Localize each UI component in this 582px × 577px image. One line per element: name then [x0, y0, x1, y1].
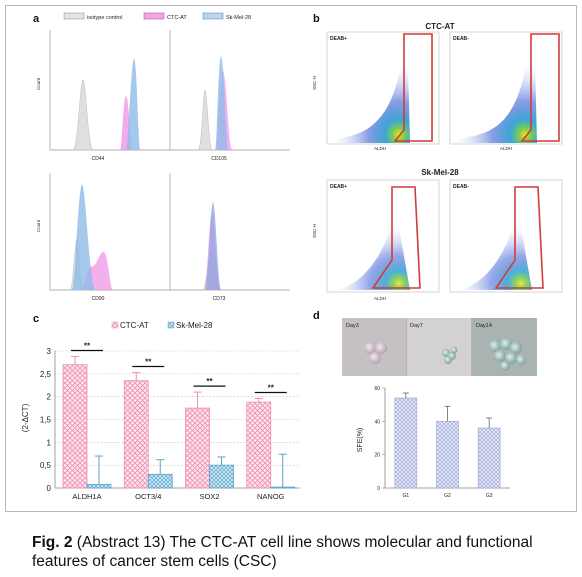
xlabel-aldh-3: ALDH [374, 296, 386, 301]
scatter-skmel-deab-plus: DEAB+ ALDH SSC-H [312, 179, 440, 301]
bar-d [394, 397, 418, 489]
legend-label-c-skmel: Sk-Mel-28 [176, 321, 213, 330]
xtick-c: SOX2 [199, 492, 219, 501]
panel-d-sphere-assay: Day3 Day7 Day14 SFE(%) 0 20 40 60 G1 G2 G3 [342, 318, 537, 499]
histogram-cd44-ylabel: Count [36, 77, 41, 90]
bar-c-ctc [246, 401, 272, 489]
gate-label-deab-plus-1: DEAB+ [330, 36, 347, 42]
legend-swatch-c-ctc [111, 321, 119, 329]
panel-d-bars: G1 G2 G3 [394, 392, 501, 499]
xtick-c: ALDH1A [72, 492, 101, 501]
ytick-d: 60 [374, 386, 380, 392]
ytick-d: 0 [377, 486, 380, 492]
legend-swatch-c-skmel [167, 321, 175, 329]
histogram-cd105-label: CD105 [211, 156, 227, 162]
day14-cells [489, 338, 526, 371]
bar-d [477, 427, 501, 489]
panel-d-ylabel: SFE(%) [357, 428, 364, 453]
significance-mark: ** [145, 357, 152, 366]
scatter-ctc-deab-plus: DEAB+ ALDH SSC-H [312, 31, 440, 151]
significance-mark: ** [268, 383, 275, 392]
bar-c-skmel [209, 464, 234, 489]
histogram-cd90-ylabel: Count [36, 219, 41, 232]
panel-c-ylabel: (2-ΔCT) [21, 403, 30, 432]
bar-c-ctc [185, 407, 210, 489]
legend-swatch-isotype [63, 12, 85, 20]
histogram-cd90: Count CD90 [36, 173, 170, 302]
significance-mark: ** [84, 341, 91, 350]
bar-c-ctc [123, 380, 149, 489]
histogram-cd73: CD73 [169, 173, 290, 302]
histogram-cd44-label: CD44 [92, 156, 105, 162]
gate-label-deab-minus-1: DEAB- [453, 36, 469, 42]
day7-label: Day7 [410, 323, 423, 329]
bar-c-skmel [86, 483, 112, 489]
xtick-d: G3 [486, 493, 493, 499]
bar-c-ctc [62, 364, 88, 489]
gate-label-deab-minus-2: DEAB- [453, 184, 469, 190]
xtick-c: OCT3/4 [135, 492, 161, 501]
sphere-micrographs: Day3 Day7 Day14 [342, 318, 537, 376]
ylabel-ssc-2: SSC-H [312, 224, 317, 238]
panel-a-letter: a [33, 13, 40, 25]
legend-label-isotype: isotype control [87, 15, 122, 21]
day3-cells [364, 342, 387, 364]
legend-swatch-ctc-at [143, 12, 165, 20]
histogram-cd73-label: CD73 [213, 296, 226, 302]
ytick-c: 0,5 [40, 461, 52, 470]
ylabel-ssc-1: SSC-H [312, 76, 317, 90]
xtick-c: NANOG [257, 492, 285, 501]
ytick-c: 0 [47, 484, 52, 493]
ytick-c: 1 [47, 438, 52, 447]
caption-label: Fig. 2 [32, 534, 73, 551]
panel-d-letter: d [313, 310, 320, 322]
bar-c-skmel [147, 473, 173, 489]
bar-c-skmel [270, 486, 296, 489]
histogram-cd90-label: CD90 [92, 296, 105, 302]
day14-label: Day14 [476, 323, 492, 329]
panel-b-group2-title: Sk-Mel-28 [421, 168, 459, 177]
panel-a-legend: isotype control CTC-AT Sk-Mel-28 [63, 12, 251, 21]
legend-label-ctc-at: CTC-AT [167, 15, 187, 21]
scatter-ctc-deab-minus: DEAB- ALDH [449, 31, 563, 151]
day3-label: Day3 [346, 323, 359, 329]
ytick-c: 1,5 [40, 416, 52, 425]
panel-c-letter: c [33, 313, 40, 325]
legend-swatch-sk-mel-28 [202, 12, 224, 20]
caption-text: (Abstract 13) The CTC-AT cell line shows… [32, 534, 533, 570]
xtick-d: G2 [444, 493, 451, 499]
ytick-c: 2 [47, 393, 52, 402]
ytick-c: 2,5 [40, 370, 52, 379]
scatter-skmel-deab-minus: DEAB- [449, 179, 563, 293]
panel-c-bar-chart: CTC-AT Sk-Mel-28 (2-ΔCT) 0 0,5 1 1,5 2 2,5 3 *… [21, 321, 300, 501]
legend-label-sk-mel-28: Sk-Mel-28 [226, 15, 251, 21]
legend-label-c-ctc: CTC-AT [120, 321, 149, 330]
panel-b-group1-title: CTC-AT [425, 22, 454, 31]
xtick-d: G1 [402, 493, 409, 499]
gate-label-deab-plus-2: DEAB+ [330, 184, 347, 190]
xlabel-aldh-1: ALDH [374, 146, 386, 151]
bar-d [436, 421, 459, 489]
ytick-d: 40 [374, 419, 380, 425]
panel-c-bars: ** ALDH1A ** OCT3/4 ** SOX2 ** NANOG [62, 341, 296, 501]
panel-b-letter: b [313, 13, 320, 25]
figure-caption: Fig. 2 (Abstract 13) The CTC-AT cell lin… [32, 533, 572, 571]
ytick-d: 20 [374, 453, 380, 459]
histogram-cd105: CD105 [169, 30, 290, 162]
histogram-cd44: Count CD44 [36, 30, 170, 162]
day7-cells [442, 346, 458, 364]
panel-c-legend: CTC-AT Sk-Mel-28 [111, 321, 213, 330]
panel-b-flow-cytometry: CTC-AT Sk-Mel-28 DEAB+ ALDH SSC-H DEAB- … [312, 22, 563, 301]
ytick-c: 3 [47, 347, 52, 356]
panel-a-histograms: isotype control CTC-AT Sk-Mel-28 Count C… [36, 12, 290, 302]
xlabel-aldh-2: ALDH [500, 146, 512, 151]
significance-mark: ** [206, 377, 213, 386]
